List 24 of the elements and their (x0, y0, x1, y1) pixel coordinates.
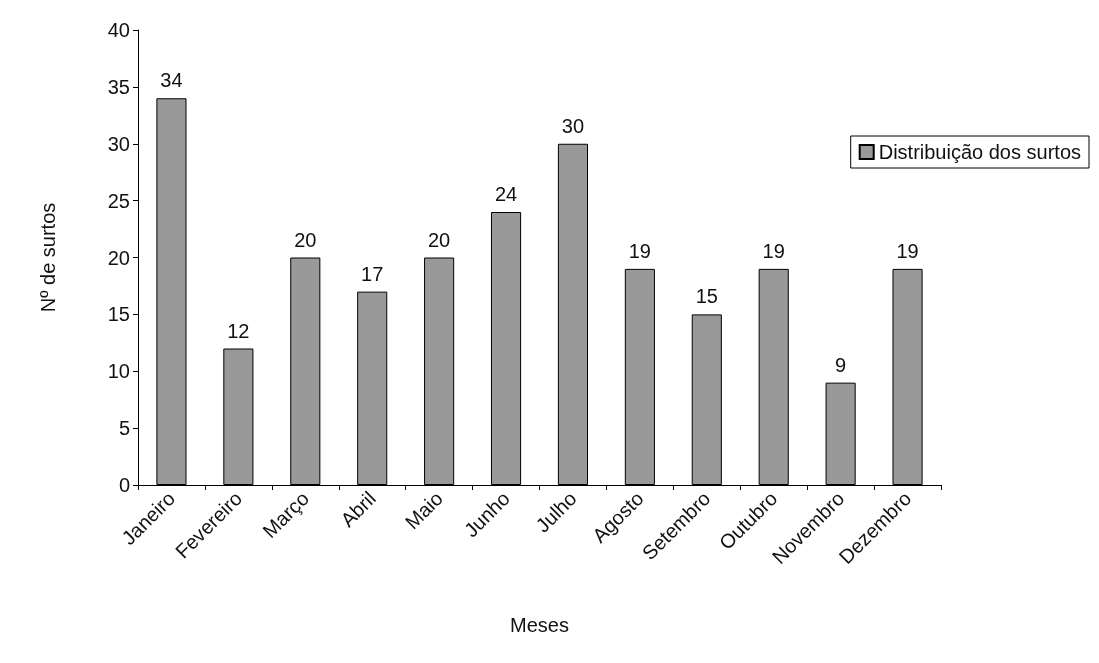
data-label: 24 (494, 183, 518, 205)
data-label: 19 (762, 239, 785, 262)
data-label: 20 (428, 228, 451, 251)
data-label: 15 (695, 285, 718, 308)
y-tick-label: 5 (118, 417, 130, 440)
legend-label: Distribuição dos surtos (878, 141, 1082, 163)
y-tick-label: 15 (107, 303, 130, 326)
y-tick-label: 40 (107, 19, 130, 41)
y-tick-label: 0 (118, 474, 130, 496)
y-tick-label: 25 (107, 189, 130, 212)
data-label: 34 (160, 69, 183, 92)
y-tick-label: 20 (107, 246, 130, 269)
data-label: 19 (628, 239, 651, 262)
y-tick-label: 30 (107, 132, 130, 155)
data-label: 20 (294, 228, 317, 251)
y-axis-title: Nº de surtos (37, 202, 59, 313)
y-tick-label: 10 (107, 360, 130, 383)
data-label: 19 (896, 239, 919, 262)
data-label: 12 (227, 319, 250, 342)
x-axis-title: Meses (510, 614, 569, 636)
data-label: 17 (361, 262, 384, 285)
data-label: 9 (835, 353, 847, 376)
data-label: 30 (561, 114, 585, 137)
y-tick-label: 35 (107, 75, 130, 98)
